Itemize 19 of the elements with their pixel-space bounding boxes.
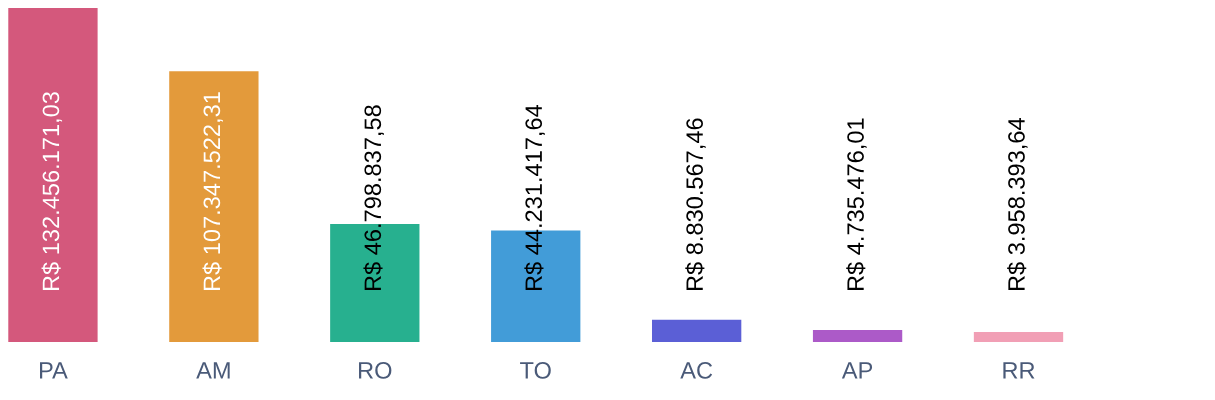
x-tick-label: PA bbox=[40, 362, 68, 379]
bar bbox=[973, 332, 1064, 342]
data-label: R$ 8.830.567,46 bbox=[685, 118, 706, 291]
x-tick-label: RR bbox=[1003, 362, 1035, 379]
bar bbox=[652, 319, 742, 342]
data-label: R$ 107.347.522,31 bbox=[202, 92, 223, 291]
x-tick-label: RO bbox=[359, 362, 392, 379]
data-label: R$ 46.798.837,58 bbox=[363, 105, 384, 291]
bar bbox=[8, 8, 98, 342]
data-label: R$ 44.231.417,64 bbox=[524, 104, 545, 291]
data-label: R$ 3.958.393,64 bbox=[1007, 118, 1028, 291]
bar bbox=[169, 71, 259, 342]
data-label: R$ 4.735.476,01 bbox=[846, 118, 867, 291]
data-label: R$ 132.456.171,03 bbox=[41, 92, 63, 291]
x-tick-label: TO bbox=[520, 362, 551, 379]
x-tick-label: AC bbox=[680, 362, 713, 379]
x-tick-label: AM bbox=[196, 362, 230, 379]
bar bbox=[812, 330, 903, 342]
x-tick-label: AP bbox=[841, 362, 873, 379]
